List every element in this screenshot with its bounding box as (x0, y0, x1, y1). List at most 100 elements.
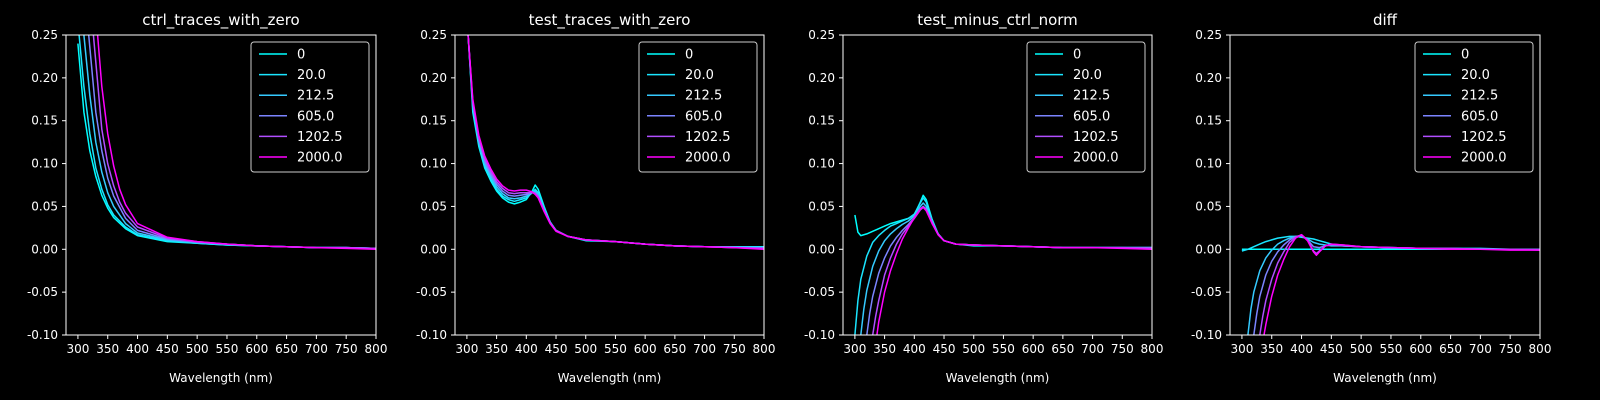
x-tick-label: 800 (753, 342, 776, 356)
series-group (1241, 233, 1540, 335)
x-tick-label: 600 (245, 342, 268, 356)
legend-label: 212.5 (1073, 89, 1110, 104)
series-line-2000.0 (1263, 233, 1540, 335)
y-tick-label: 0.20 (808, 71, 835, 85)
x-tick-label: 750 (1499, 342, 1522, 356)
x-tick-label: 350 (1260, 342, 1283, 356)
y-tick-label: 0.10 (420, 157, 447, 171)
axes-frame (1229, 34, 1541, 336)
legend-label: 605.0 (297, 109, 334, 124)
series-group (467, 35, 764, 251)
chart-panel-3: test_minus_ctrl_norm 300 350 400 450 500 550 60… (804, 11, 1164, 385)
legend-label: 212.5 (297, 89, 334, 104)
x-tick-label: 700 (1469, 342, 1492, 356)
x-tick-label: 300 (455, 342, 478, 356)
legend-label: 0 (685, 48, 693, 63)
y-tick-label: 0.25 (420, 28, 447, 42)
x-tick-label: 400 (903, 342, 926, 356)
y-tick-label: 0.05 (808, 199, 835, 213)
series-line-2000.0 (96, 35, 376, 251)
chart-panel-2: test_traces_with_zero 300 350 400 450 500 550 6… (416, 11, 776, 385)
axes-frame (454, 34, 765, 336)
chart-title: test_minus_ctrl_norm (917, 11, 1078, 30)
y-tick-label: -0.10 (416, 328, 447, 342)
y-tick-label: -0.05 (416, 285, 447, 299)
x-tick-label: 700 (693, 342, 716, 356)
y-tick-label: 0.05 (1195, 199, 1222, 213)
y-tick-label: 0.25 (1195, 28, 1222, 42)
legend-label: 20.0 (297, 68, 326, 83)
series-group (854, 194, 1152, 335)
series-group (77, 35, 376, 251)
y-tick-label: 0.15 (1195, 114, 1222, 128)
y-tick-label: 0.00 (31, 242, 58, 256)
legend-label: 0 (1073, 48, 1081, 63)
legend-label: 20.0 (1073, 68, 1102, 83)
y-tick-label: 0.20 (1195, 71, 1222, 85)
x-tick-label: 600 (1409, 342, 1432, 356)
chart-panel-1: ctrl_traces_with_zero 300 350 400 450 500 550 6… (27, 11, 388, 385)
chart-title: diff (1373, 11, 1398, 29)
x-tick-label: 500 (186, 342, 209, 356)
x-tick-label: 750 (335, 342, 358, 356)
legend-label: 2000.0 (1461, 151, 1507, 166)
y-tick-label: -0.10 (804, 328, 835, 342)
x-tick-label: 650 (663, 342, 686, 356)
series-line-2000.0 (467, 35, 764, 251)
axes-frame (842, 34, 1153, 336)
legend-label: 1202.5 (685, 130, 731, 145)
x-tick-label: 500 (574, 342, 597, 356)
chart-title: ctrl_traces_with_zero (142, 11, 299, 30)
legend-label: 0 (297, 48, 305, 63)
x-axis-label: Wavelength (nm) (169, 371, 273, 385)
y-tick-label: 0.25 (808, 28, 835, 42)
x-tick-label: 750 (723, 342, 746, 356)
x-tick-label: 550 (216, 342, 239, 356)
x-tick-label: 600 (1022, 342, 1045, 356)
legend-label: 2000.0 (1073, 151, 1119, 166)
y-tick-label: 0.05 (420, 199, 447, 213)
x-tick-label: 550 (1380, 342, 1403, 356)
x-tick-label: 500 (1350, 342, 1373, 356)
x-tick-label: 450 (1320, 342, 1343, 356)
y-tick-label: 0.10 (31, 157, 58, 171)
legend-label: 1202.5 (1461, 130, 1507, 145)
legend: 0 20.0 212.5 605.0 1202.5 2000.0 (250, 41, 370, 173)
y-tick-label: 0.00 (1195, 242, 1222, 256)
y-tick-label: 0.15 (31, 114, 58, 128)
chart-panel-4: diff 300 350 400 450 500 550 600 650 700 750 800 -0.… (1191, 11, 1552, 385)
x-tick-label: 750 (1111, 342, 1134, 356)
legend-label: 212.5 (1461, 89, 1498, 104)
y-tick-label: 0.00 (808, 242, 835, 256)
x-tick-label: 450 (156, 342, 179, 356)
legend-label: 212.5 (685, 89, 722, 104)
legend-label: 1202.5 (297, 130, 343, 145)
legend: 0 20.0 212.5 605.0 1202.5 2000.0 (638, 41, 758, 173)
legend-label: 605.0 (685, 109, 722, 124)
chart-title: test_traces_with_zero (529, 11, 691, 30)
legend-label: 0 (1461, 48, 1469, 63)
x-tick-label: 400 (126, 342, 149, 356)
y-tick-label: 0.25 (31, 28, 58, 42)
x-axis-label: Wavelength (nm) (558, 371, 662, 385)
y-tick-label: 0.00 (420, 242, 447, 256)
x-tick-label: 350 (873, 342, 896, 356)
y-tick-label: 0.10 (808, 157, 835, 171)
x-tick-label: 550 (992, 342, 1015, 356)
x-tick-label: 650 (275, 342, 298, 356)
x-tick-label: 500 (962, 342, 985, 356)
legend-label: 605.0 (1073, 109, 1110, 124)
x-tick-label: 300 (843, 342, 866, 356)
y-tick-label: -0.05 (27, 285, 58, 299)
legend: 0 20.0 212.5 605.0 1202.5 2000.0 (1414, 41, 1534, 173)
x-tick-label: 400 (1290, 342, 1313, 356)
x-tick-label: 550 (604, 342, 627, 356)
y-tick-label: -0.05 (804, 285, 835, 299)
x-tick-label: 350 (485, 342, 508, 356)
x-tick-label: 650 (1439, 342, 1462, 356)
y-tick-label: -0.05 (1191, 285, 1222, 299)
y-tick-label: 0.10 (1195, 157, 1222, 171)
y-tick-label: 0.20 (31, 71, 58, 85)
